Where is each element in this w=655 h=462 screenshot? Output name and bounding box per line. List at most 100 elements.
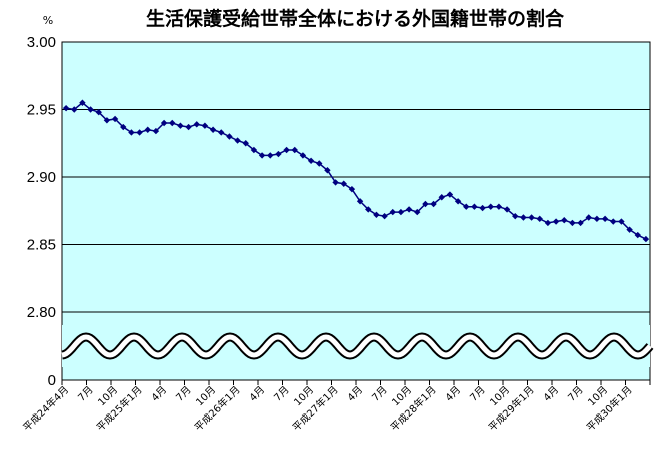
data-point [267,152,274,159]
data-point [471,203,478,210]
x-tick-label: 平成29年1月 [486,383,537,434]
data-point [512,212,519,220]
data-point [258,152,266,159]
data-point [438,194,445,201]
data-point [79,99,86,106]
data-point [185,123,192,131]
x-tick-label: 平成24年4月 [20,383,71,434]
chart-title: 生活保護受給世帯全体における外国籍世帯の割合 [146,7,565,30]
data-point [226,133,233,140]
data-point [95,109,102,116]
data-point [218,129,225,136]
data-point [209,126,217,133]
data-point [422,200,429,208]
x-tick-label: 4月 [345,384,365,404]
x-tick-label: 4月 [541,384,561,404]
x-tick-label: 平成30年1月 [584,383,635,434]
x-tick-label: 7月 [566,384,586,404]
data-point [430,200,437,208]
y-tick-label: 2.80 [27,304,56,321]
data-point [601,215,609,223]
data-point [618,218,625,225]
x-tick-label: 平成26年1月 [192,383,243,434]
data-point [405,206,413,213]
data-point [103,117,111,124]
data-point [234,137,241,144]
data-point [250,146,258,154]
data-point [520,214,527,221]
data-point [193,121,200,128]
data-point [283,146,290,154]
data-point [177,122,184,129]
y-tick-label: 3.00 [27,34,56,51]
y-tick-label: 2.90 [27,169,56,186]
data-point [569,219,576,227]
data-point [503,206,511,213]
axis-break-wave-inner [61,334,652,358]
data-point [528,214,535,221]
data-point [356,198,364,205]
data-point [561,217,568,224]
x-tick-label: 4月 [149,384,169,404]
y-tick-label: 2.95 [27,102,56,119]
data-point [169,119,176,127]
data-point [536,215,543,223]
data-point [495,203,503,210]
data-point [634,231,641,239]
y-tick-label: 0 [48,372,56,389]
x-tick-label: 7月 [468,384,488,404]
series-markers [62,99,650,243]
data-point [585,214,592,221]
data-point [397,208,405,216]
x-tick-label: 4月 [443,384,463,404]
x-tick-label: 7月 [370,384,390,404]
x-tick-label: 平成27年1月 [290,383,341,434]
data-point [389,208,396,216]
x-tick-label: 7月 [272,384,292,404]
data-point [144,126,151,133]
data-point [291,146,298,154]
data-point [593,215,601,223]
data-point [348,185,356,193]
data-point [479,204,486,212]
plot-area [61,41,651,381]
data-point [299,152,307,159]
data-point [373,211,380,218]
data-point [242,140,249,147]
data-point [201,122,209,129]
y-tick-label: 2.85 [27,237,56,254]
data-point [610,218,617,225]
data-point [340,180,347,187]
data-point [365,206,372,213]
y-unit-label: % [43,14,53,27]
data-point [120,123,127,131]
data-point [381,212,388,220]
data-point [128,129,135,136]
x-tick-label: 平成28年1月 [388,383,439,434]
data-point [487,203,494,210]
x-tick-label: 7月 [174,384,194,404]
data-point [544,219,552,227]
data-point [160,119,168,127]
data-point [136,129,143,136]
data-point [642,235,650,243]
x-tick-label: 4月 [247,384,267,404]
data-point [111,115,119,123]
data-point [307,157,315,164]
x-tick-label: 平成25年1月 [94,383,145,434]
data-point [62,104,70,112]
data-point [626,226,633,233]
data-point [552,218,560,225]
data-point [152,127,160,135]
data-point [463,203,470,210]
data-point [414,208,421,216]
y-axis: 3.00 2.95 2.90 2.85 2.80 0 [27,34,56,389]
data-point [316,160,323,167]
data-point [275,150,282,158]
gridlines [62,109,650,313]
data-point [324,167,331,174]
data-point [332,179,339,186]
data-point [454,198,462,205]
